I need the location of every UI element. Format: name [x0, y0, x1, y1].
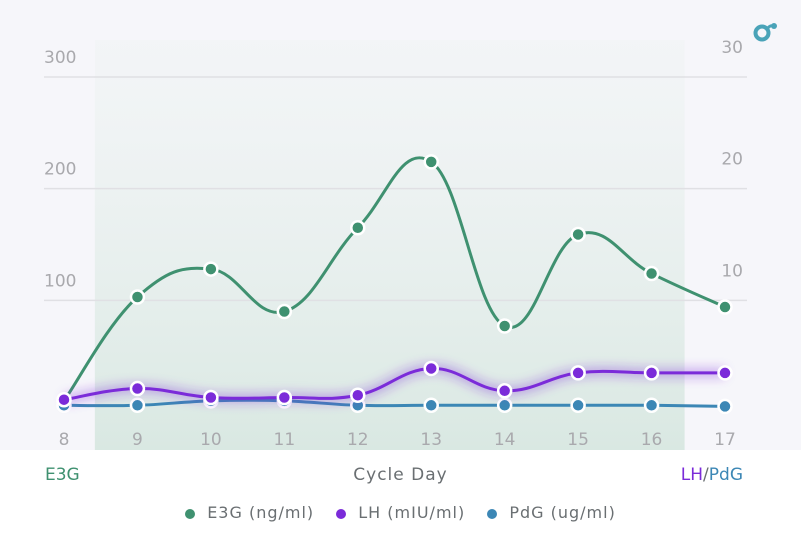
data-point [350, 387, 366, 403]
brand-logo-icon [752, 20, 778, 44]
x-axis-label: Cycle Day [353, 465, 448, 485]
data-point [423, 360, 439, 377]
right-axis-label: LH/PdG [681, 465, 743, 485]
legend-item-pdg[interactable]: PdG (ug/ml) [487, 503, 616, 522]
legend-label: PdG (ug/ml) [509, 503, 616, 522]
data-point [643, 265, 660, 282]
data-point [496, 383, 513, 399]
data-point [129, 380, 146, 397]
left-tick-label: 300 [44, 48, 76, 68]
x-tick-label: 14 [494, 430, 516, 450]
chart: 100 10 200 20 300 30 8 9 10 11 12 13 14 15 16 17 [44, 38, 747, 450]
data-point [56, 391, 72, 408]
data-point [496, 397, 513, 414]
left-tick-label: 100 [44, 271, 76, 291]
data-point [570, 365, 586, 381]
left-axis-label: E3G [45, 465, 80, 485]
e3g-dot-icon [185, 508, 196, 519]
legend: E3G (ng/ml) LH (mIU/ml) PdG (ug/ml) [0, 503, 801, 522]
lh-dot-icon [336, 508, 347, 519]
data-point [276, 303, 293, 320]
legend-label: LH (mIU/ml) [358, 503, 466, 522]
series-line-e3g [62, 156, 726, 402]
x-tick-label: 11 [274, 430, 296, 450]
data-point [643, 365, 660, 381]
x-tick-label: 13 [420, 430, 442, 450]
data-point [276, 389, 293, 406]
x-tick-label: 12 [347, 430, 369, 450]
right-tick-label: 30 [721, 38, 743, 58]
series-line-lh [63, 366, 725, 402]
data-point [203, 389, 219, 406]
lh-axis-label: LH [680, 465, 704, 485]
data-point [129, 289, 146, 305]
data-point [423, 397, 439, 414]
x-tick-label: 17 [714, 430, 736, 450]
legend-item-lh[interactable]: LH (mIU/ml) [336, 503, 465, 522]
data-point [203, 261, 219, 277]
x-tick-label: 15 [567, 430, 589, 450]
series-line-pdg [63, 398, 726, 408]
data-point [643, 397, 660, 414]
x-tick-label: 9 [132, 430, 143, 450]
highlight-region [94, 40, 685, 450]
pdg-axis-label: PdG [708, 465, 743, 485]
x-tick-label: 16 [641, 430, 663, 450]
pdg-dot-icon [487, 508, 498, 519]
data-point [423, 154, 439, 170]
left-tick-label: 200 [44, 160, 76, 180]
data-point [570, 397, 586, 414]
axis-label-separator: / [703, 465, 709, 485]
legend-label: E3G (ng/ml) [207, 503, 315, 522]
x-tick-label: 10 [200, 430, 222, 450]
data-point [496, 318, 513, 334]
right-tick-label: 20 [721, 150, 743, 170]
data-point [717, 299, 733, 315]
x-tick-label: 8 [59, 430, 70, 450]
data-point [717, 398, 733, 415]
data-point [129, 397, 146, 414]
data-point [350, 220, 366, 236]
legend-item-e3g[interactable]: E3G (ng/ml) [185, 503, 314, 522]
data-point [570, 226, 586, 243]
right-tick-label: 10 [721, 261, 743, 281]
data-point [717, 365, 733, 381]
